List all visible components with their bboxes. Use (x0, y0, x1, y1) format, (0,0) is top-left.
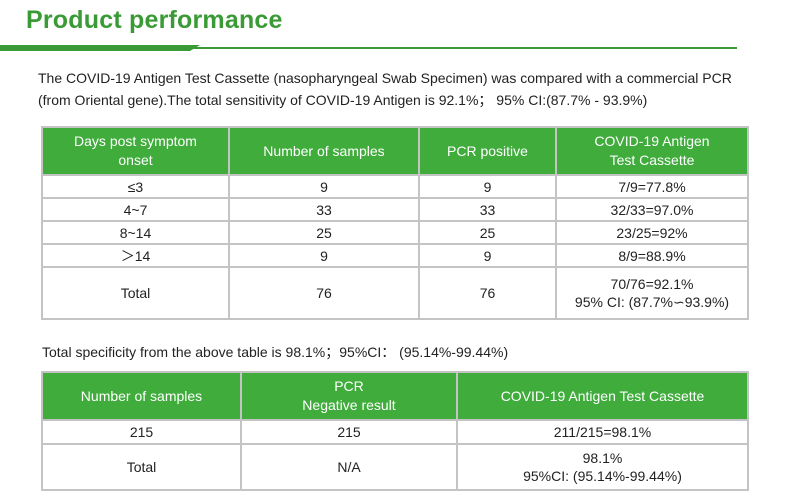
cell-antigen-result: 211/215=98.1% (456, 419, 749, 445)
cell-pcr-negative: N/A (240, 443, 458, 491)
table-total-row: Total N/A 98.1% 95%CI: (95.14%-99.44%) (41, 443, 749, 491)
cell-days: 4~7 (41, 197, 230, 222)
table-header-row: Days post symptom onset Number of sample… (41, 126, 749, 176)
cell-pcr-negative: 215 (240, 419, 458, 445)
table-row: 8~14 25 25 23/25=92% (41, 220, 749, 245)
cell-antigen-result: 7/9=77.8% (555, 174, 749, 199)
specificity-text: Total specificity from the above table i… (42, 344, 509, 360)
cell-antigen-result: 98.1% 95%CI: (95.14%-99.44%) (456, 443, 749, 491)
cell-samples: 215 (41, 419, 242, 445)
page-title: Product performance (26, 6, 283, 34)
header-number-of-samples: Number of samples (41, 371, 242, 421)
cell-days: ＞14 (41, 243, 230, 268)
cell-samples: 33 (228, 197, 420, 222)
header-days-post-symptom: Days post symptom onset (41, 126, 230, 176)
header-number-of-samples: Number of samples (228, 126, 420, 176)
header-antigen-test-cassette: COVID-19 Antigen Test Cassette (555, 126, 749, 176)
table-header-row: Number of samples PCR Negative result CO… (41, 371, 749, 421)
cell-days: Total (41, 266, 230, 320)
cell-samples: 9 (228, 174, 420, 199)
title-underline (0, 45, 737, 51)
cell-days: ≤3 (41, 174, 230, 199)
header-antigen-test-cassette: COVID-19 Antigen Test Cassette (456, 371, 749, 421)
cell-pcr-positive: 25 (418, 220, 557, 245)
table-total-row: Total 76 76 70/76=92.1% 95% CI: (87.7%∽9… (41, 266, 749, 320)
sensitivity-intro-text: The COVID-19 Antigen Test Cassette (naso… (38, 70, 732, 108)
table-row: 4~7 33 33 32/33=97.0% (41, 197, 749, 222)
cell-pcr-positive: 76 (418, 266, 557, 320)
cell-samples: Total (41, 443, 242, 491)
cell-pcr-positive: 9 (418, 174, 557, 199)
table-row: ＞14 9 9 8/9=88.9% (41, 243, 749, 268)
header-pcr-negative-result: PCR Negative result (240, 371, 458, 421)
cell-antigen-result: 32/33=97.0% (555, 197, 749, 222)
header-pcr-positive: PCR positive (418, 126, 557, 176)
cell-samples: 9 (228, 243, 420, 268)
cell-pcr-positive: 33 (418, 197, 557, 222)
cell-days: 8~14 (41, 220, 230, 245)
cell-antigen-result: 8/9=88.9% (555, 243, 749, 268)
cell-samples: 25 (228, 220, 420, 245)
specificity-table: Number of samples PCR Negative result CO… (41, 371, 749, 491)
cell-samples: 76 (228, 266, 420, 320)
sensitivity-table: Days post symptom onset Number of sample… (41, 126, 749, 320)
cell-antigen-result: 70/76=92.1% 95% CI: (87.7%∽93.9%) (555, 266, 749, 320)
table-row: 215 215 211/215=98.1% (41, 419, 749, 445)
cell-antigen-result: 23/25=92% (555, 220, 749, 245)
table-row: ≤3 9 9 7/9=77.8% (41, 174, 749, 199)
cell-pcr-positive: 9 (418, 243, 557, 268)
